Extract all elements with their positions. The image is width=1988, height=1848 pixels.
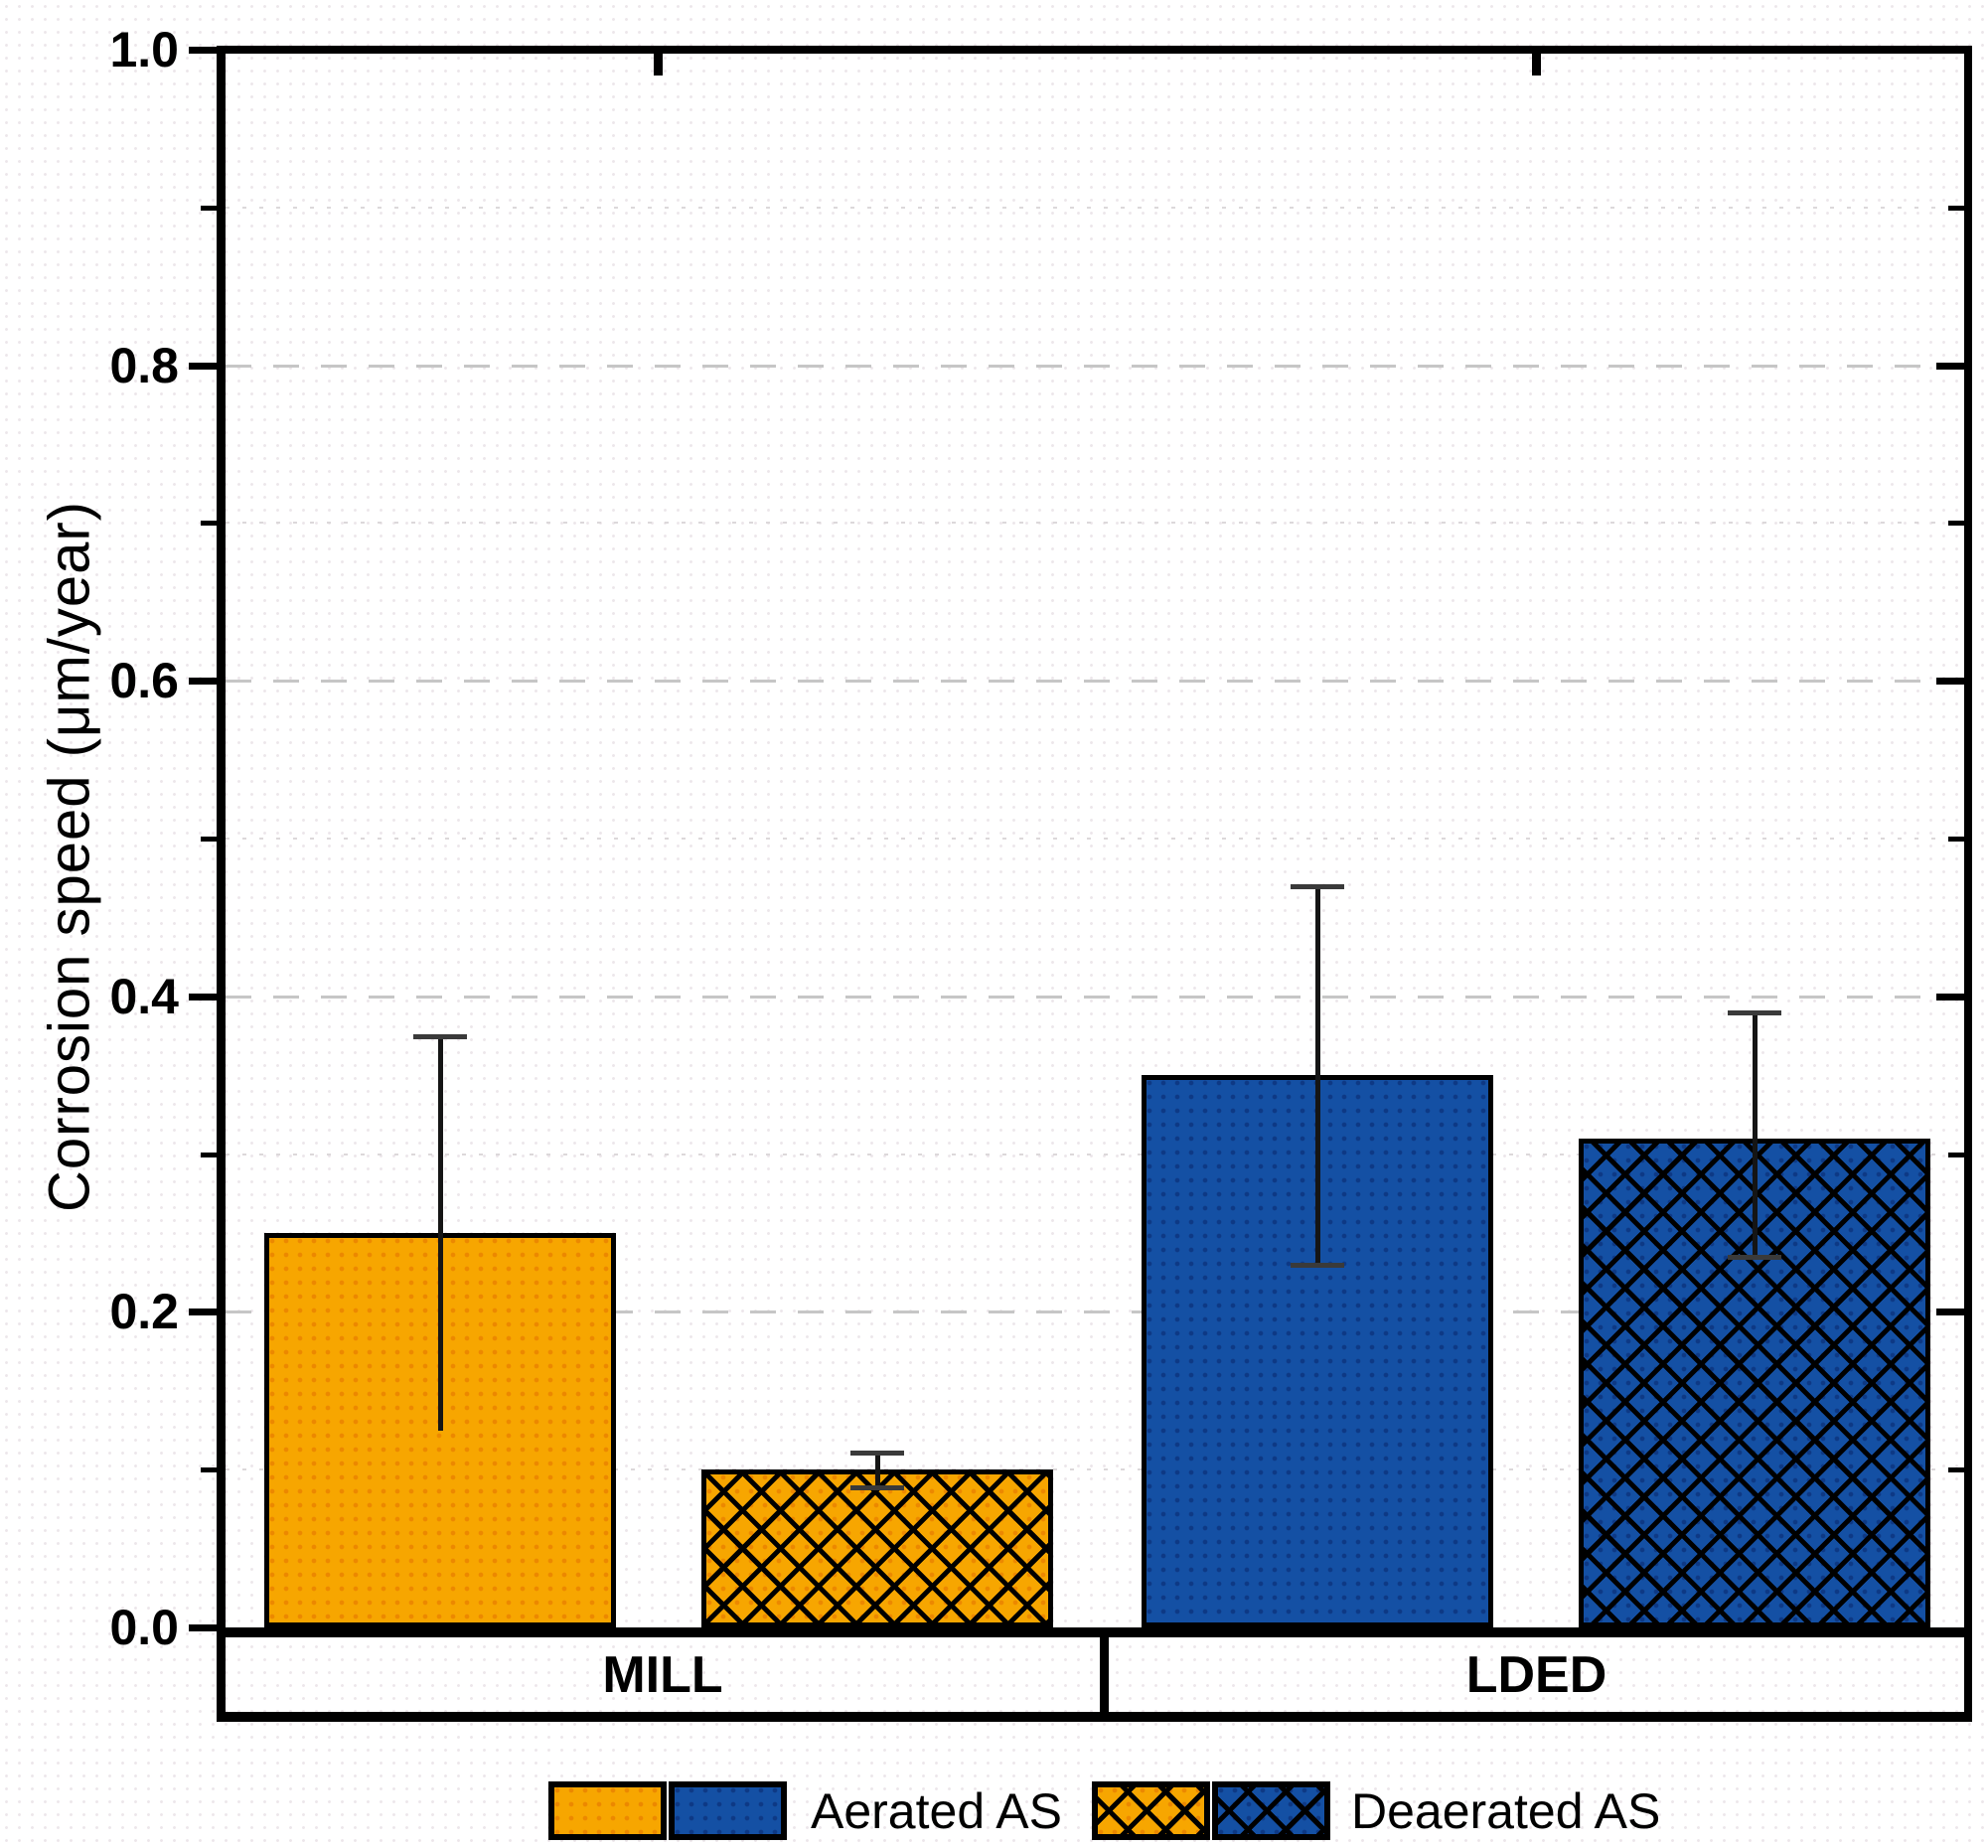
y-tick-minor-left-0.9: [201, 205, 217, 211]
y-tick-label-0.6: 0.6: [109, 653, 179, 709]
gridline-minor-0.7: [226, 522, 1964, 525]
error-whisker-lded-deaerated-as: [1753, 1011, 1758, 1257]
y-tick-minor-right-0.5: [1948, 837, 1964, 842]
gridline-minor-0.5: [226, 838, 1964, 840]
error-cap-bottom-lded-deaerated-as: [1728, 1254, 1781, 1260]
legend: Aerated AS Deaerated AS: [0, 1778, 1988, 1844]
error-cap-bottom-lded-aerated-as: [1291, 1262, 1344, 1268]
y-axis-title: Corrosion speed (μm/year): [37, 501, 102, 1212]
gridline-minor-0.1: [226, 1468, 1964, 1471]
plot-frame: [217, 46, 1972, 1637]
y-tick-minor-left-0.7: [201, 521, 217, 527]
y-tick-major-left-0.0: [189, 1624, 217, 1631]
category-label-mill: MILL: [602, 1645, 723, 1704]
y-tick-major-left-0.2: [189, 1309, 217, 1316]
y-tick-label-0.0: 0.0: [109, 1600, 179, 1655]
error-cap-top-lded-deaerated-as: [1728, 1009, 1781, 1015]
error-whisker-lded-aerated-as: [1315, 885, 1320, 1265]
error-cap-top-lded-aerated-as: [1291, 883, 1344, 889]
y-tick-major-left-1.0: [189, 47, 217, 54]
x-tick-top-lded: [1532, 54, 1541, 76]
category-label-lded: LDED: [1100, 1637, 1964, 1712]
gridline-major-0.2: [226, 1310, 1964, 1314]
error-whisker-mill-deaerated-as: [875, 1452, 880, 1487]
gridline-major-0.8: [226, 364, 1964, 368]
y-tick-minor-right-0.9: [1948, 205, 1964, 211]
legend-label-deaerated: Deaerated AS: [1351, 1783, 1661, 1839]
y-tick-label-0.2: 0.2: [109, 1284, 179, 1340]
x-tick-top-mill: [654, 54, 663, 76]
legend-swatch-orange-solid: [548, 1781, 667, 1840]
error-whisker-mill-aerated-as: [438, 1035, 443, 1431]
y-tick-minor-left-0.3: [201, 1152, 217, 1157]
y-tick-major-right-0.8: [1936, 362, 1964, 370]
y-tick-minor-left-0.5: [201, 837, 217, 842]
y-tick-major-left-0.6: [189, 678, 217, 686]
error-cap-bottom-mill-deaerated-as: [850, 1484, 904, 1490]
y-tick-major-right-0.4: [1936, 993, 1964, 1001]
legend-swatch-orange-hatch: [1092, 1781, 1210, 1840]
y-tick-major-left-0.4: [189, 993, 217, 1001]
gridline-minor-0.3: [226, 1153, 1964, 1155]
legend-swatch-blue-hatch: [1212, 1781, 1330, 1840]
error-cap-top-mill-aerated-as: [413, 1033, 467, 1039]
legend-label-aerated: Aerated AS: [811, 1783, 1062, 1839]
gridline-major-0.4: [226, 995, 1964, 999]
y-tick-label-0.4: 0.4: [109, 968, 179, 1024]
y-tick-minor-left-0.1: [201, 1467, 217, 1473]
bar-mill-deaerated-as: [701, 1469, 1053, 1627]
y-tick-label-0.8: 0.8: [109, 337, 179, 393]
y-tick-major-right-0.6: [1936, 678, 1964, 686]
gridline-major-0.6: [226, 680, 1964, 684]
error-cap-top-mill-deaerated-as: [850, 1450, 904, 1456]
legend-swatch-blue-solid: [669, 1781, 787, 1840]
gridline-minor-0.9: [226, 206, 1964, 209]
y-tick-major-left-0.8: [189, 362, 217, 370]
y-tick-minor-right-0.1: [1948, 1467, 1964, 1473]
category-axis-strip: MILL LDED: [217, 1637, 1972, 1722]
y-tick-label-1.0: 1.0: [109, 22, 179, 77]
y-tick-major-right-0.2: [1936, 1309, 1964, 1316]
y-tick-minor-right-0.7: [1948, 521, 1964, 527]
y-tick-minor-right-0.3: [1948, 1152, 1964, 1157]
